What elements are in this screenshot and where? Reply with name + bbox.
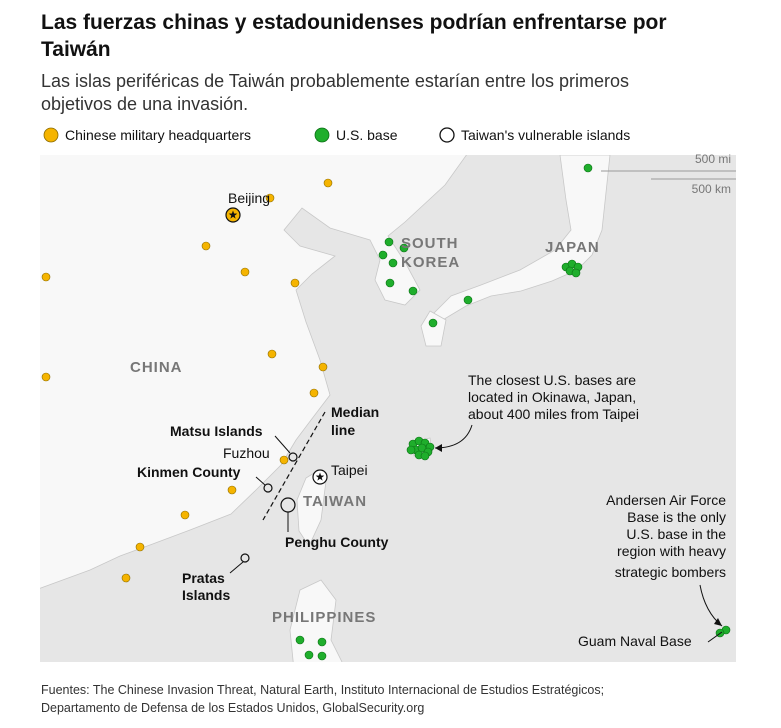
place-label: Taipei — [331, 462, 368, 478]
island-label: Matsu Islands — [170, 423, 263, 439]
scale-label: 500 km — [692, 182, 731, 196]
kyushu — [420, 310, 447, 347]
us-base-marker — [317, 637, 327, 647]
country-label: KOREA — [401, 254, 460, 271]
place-label: Guam Naval Base — [578, 633, 692, 649]
legend-label: Chinese military headquarters — [65, 127, 251, 143]
capital-star — [228, 210, 238, 219]
hq-marker — [41, 272, 51, 282]
us-base-marker — [399, 243, 409, 253]
country-label: TAIWAN — [303, 493, 367, 510]
annotation: U.S. base in the — [626, 526, 726, 542]
us-base-marker — [304, 650, 314, 660]
median-line-label: Median — [331, 404, 379, 420]
country-label: SOUTH — [401, 235, 459, 252]
us-base-marker — [571, 268, 581, 278]
us-base-marker — [406, 445, 416, 455]
hq-marker — [41, 372, 51, 382]
hq-marker — [279, 455, 289, 465]
subtitle: objetivos de una invasión. — [41, 94, 248, 114]
median-line-label: line — [331, 422, 355, 438]
median-line — [262, 411, 326, 521]
title: Taiwán — [41, 38, 111, 61]
scale-label: 500 mi — [695, 152, 731, 166]
leader-line — [255, 476, 266, 486]
hq-marker — [318, 362, 328, 372]
annotation: The closest U.S. bases are — [468, 372, 636, 388]
legend-label: U.S. base — [336, 127, 398, 143]
legend-swatch — [314, 127, 330, 143]
hq-marker — [267, 349, 277, 359]
hq-marker — [135, 542, 145, 552]
legend-swatch — [439, 127, 455, 143]
hq-marker — [290, 278, 300, 288]
map: 500 mi 500 km Median line CHINA SOUTH KO… — [40, 152, 736, 662]
hq-marker — [227, 485, 237, 495]
us-base-marker — [385, 278, 395, 288]
annotation: strategic bombers — [615, 564, 726, 580]
us-base-marker — [408, 286, 418, 296]
island-label: Penghu County — [285, 534, 389, 550]
hq-marker — [323, 178, 333, 188]
hq-marker — [201, 241, 211, 251]
markers — [41, 163, 731, 661]
annotation: Andersen Air Force — [606, 492, 726, 508]
hq-marker — [309, 388, 319, 398]
place-label: Beijing — [228, 190, 270, 206]
us-base-marker — [420, 451, 430, 461]
leader-line — [707, 631, 723, 643]
us-base-marker — [583, 163, 593, 173]
legend-swatch — [43, 127, 59, 143]
subtitle: Las islas periféricas de Taiwán probable… — [41, 71, 629, 91]
island-label: Kinmen County — [137, 464, 241, 480]
country-label: PHILIPPINES — [272, 609, 376, 626]
arrowhead — [435, 444, 442, 452]
arrowhead — [714, 618, 722, 626]
japan — [430, 155, 611, 322]
island-marker — [240, 553, 250, 563]
leader-line — [274, 435, 291, 454]
annotation: region with heavy — [617, 543, 726, 559]
mainland-asia — [40, 155, 467, 589]
hq-marker — [265, 193, 275, 203]
us-base-marker — [295, 635, 305, 645]
legend-label: Taiwan's vulnerable islands — [461, 127, 630, 143]
us-base-marker — [428, 318, 438, 328]
source: Departamento de Defensa de los Estados U… — [41, 701, 424, 715]
island-label: Pratas — [182, 570, 225, 586]
place-label: Fuzhou — [223, 445, 270, 461]
us-base-marker — [378, 250, 388, 260]
capital-star — [315, 472, 325, 481]
us-base-marker — [317, 651, 327, 661]
leader-line — [229, 561, 244, 574]
island-label: Islands — [182, 587, 230, 603]
annotation: Base is the only — [627, 509, 726, 525]
hq-marker — [121, 573, 131, 583]
annotation: about 400 miles from Taipei — [468, 406, 639, 422]
title: Las fuerzas chinas y estadounidenses pod… — [41, 11, 667, 34]
us-base-marker — [388, 258, 398, 268]
us-base-marker — [384, 237, 394, 247]
hq-marker — [240, 267, 250, 277]
country-label: CHINA — [130, 359, 183, 376]
us-base-marker — [463, 295, 473, 305]
source: Fuentes: The Chinese Invasion Threat, Na… — [41, 683, 604, 697]
hq-marker — [180, 510, 190, 520]
island-marker — [288, 452, 298, 462]
island-marker — [263, 483, 273, 493]
country-label: JAPAN — [545, 239, 600, 256]
annotation: located in Okinawa, Japan, — [468, 389, 636, 405]
